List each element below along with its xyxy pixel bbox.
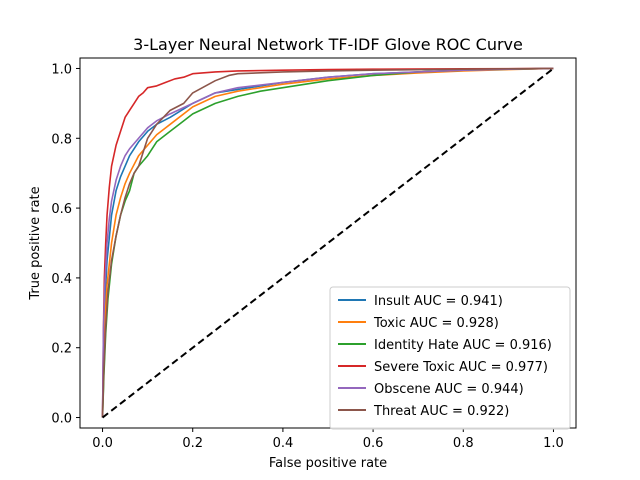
y-tick-label: 0.4 xyxy=(51,272,72,287)
x-tick-label: 0.0 xyxy=(92,436,113,451)
roc-series-line-3 xyxy=(101,67,554,418)
y-tick-label: 0.2 xyxy=(51,342,72,357)
x-tick-label: 1.0 xyxy=(543,436,564,451)
y-tick-label: 0.8 xyxy=(51,132,72,147)
x-tick-label: 0.8 xyxy=(453,436,474,451)
chance-diagonal-line xyxy=(101,67,555,419)
legend-entry-label: Toxic AUC = 0.928) xyxy=(373,316,499,331)
y-tick-label: 0.0 xyxy=(51,412,72,427)
roc-series-line-5 xyxy=(101,67,554,418)
legend-entry-label: Insult AUC = 0.941) xyxy=(374,294,503,309)
x-axis-ticks: 0.0 0.2 0.4 0.6 0.8 1.0 xyxy=(92,428,564,451)
x-axis-label: False positive rate xyxy=(269,456,387,471)
legend-entry-label: Severe Toxic AUC = 0.977) xyxy=(374,360,548,375)
y-axis-ticks: 0.0 0.2 0.4 0.6 0.8 1.0 xyxy=(51,62,80,427)
legend-entry-label: Obscene AUC = 0.944) xyxy=(374,382,524,397)
y-axis-label: True positive rate xyxy=(28,186,43,300)
x-tick-label: 0.4 xyxy=(273,436,294,451)
chart-title: 3-Layer Neural Network TF-IDF Glove ROC … xyxy=(133,35,523,54)
axes-frame xyxy=(79,57,577,429)
legend-entry-label: Identity Hate AUC = 0.916) xyxy=(374,338,552,353)
roc-series-line-4 xyxy=(101,67,554,418)
legend-entry-label: Threat AUC = 0.922) xyxy=(373,404,509,419)
legend-box xyxy=(329,286,571,430)
legend: Insult AUC = 0.941) Toxic AUC = 0.928) Ide… xyxy=(329,286,571,430)
x-tick-label: 0.6 xyxy=(363,436,384,451)
x-tick-label: 0.2 xyxy=(182,436,203,451)
plot-area xyxy=(101,67,555,419)
y-tick-label: 0.6 xyxy=(51,202,72,217)
y-tick-label: 1.0 xyxy=(51,62,72,77)
